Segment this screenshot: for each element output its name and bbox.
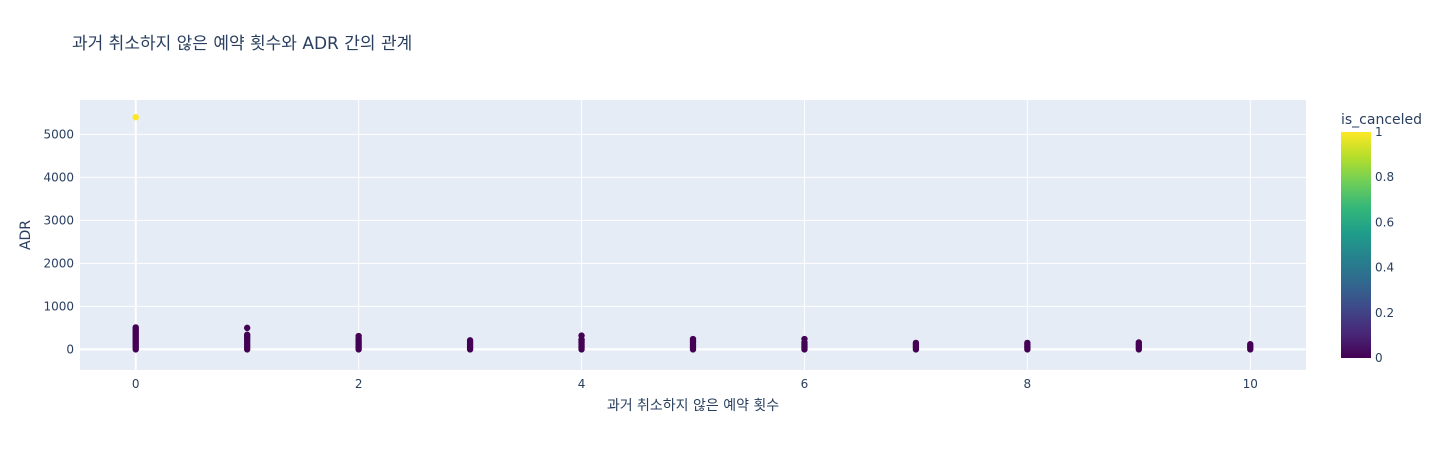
x-axis-title: 과거 취소하지 않은 예약 횟수 <box>607 398 779 414</box>
scatter-point <box>1247 341 1254 348</box>
scatter-point <box>243 331 251 338</box>
x-tick-label: 4 <box>578 377 586 391</box>
x-tick-label: 8 <box>1024 377 1032 391</box>
y-axis-title: ADR <box>18 220 34 250</box>
scatter-point <box>1024 339 1031 347</box>
y-tick-label: 5000 <box>43 127 74 141</box>
scatter-point <box>132 324 139 331</box>
colorbar-tick-label: 0.6 <box>1375 215 1394 229</box>
scatter-point <box>912 339 920 347</box>
scatter-point <box>578 332 585 339</box>
scatter-point <box>132 113 139 121</box>
scatter-points <box>132 113 1254 353</box>
colorbar-ticks: 0 0.2 0.4 0.6 0.8 1 <box>1375 125 1394 365</box>
y-tick-label: 4000 <box>43 170 74 184</box>
colorbar-tick-label: 0.4 <box>1375 261 1394 275</box>
x-tick-label: 10 <box>1243 377 1258 391</box>
scatter-point <box>466 337 474 344</box>
scatter-point <box>801 335 808 343</box>
colorbar-tick-label: 1 <box>1375 125 1383 139</box>
y-tick-label: 1000 <box>43 299 74 313</box>
colorbar-gradient <box>1341 132 1371 358</box>
colorbar-tick-label: 0 <box>1375 351 1383 365</box>
x-tick-label: 2 <box>355 377 363 391</box>
scatter-point <box>355 332 362 340</box>
x-tick-label: 6 <box>801 377 809 391</box>
scatter-point <box>689 335 697 343</box>
scatter-point <box>243 324 251 332</box>
y-tick-label: 2000 <box>43 256 74 270</box>
chart-title: 과거 취소하지 않은 예약 횟수와 ADR 간의 관계 <box>72 34 412 54</box>
colorbar-tick-label: 0.2 <box>1375 306 1394 320</box>
colorbar-title: is_canceled <box>1341 112 1422 128</box>
y-tick-label: 0 <box>66 342 74 356</box>
scatter-point <box>1135 339 1143 346</box>
x-tick-label: 0 <box>132 377 140 391</box>
y-tick-label: 3000 <box>43 213 74 227</box>
colorbar-tick-label: 0.8 <box>1375 170 1394 184</box>
axis-ticks: 0 2 4 6 8 10 0 1000 2000 3000 4000 5000 <box>43 127 1257 391</box>
plot-area <box>80 100 1306 370</box>
